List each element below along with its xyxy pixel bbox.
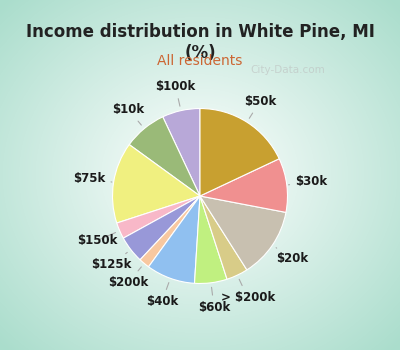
Wedge shape — [163, 108, 200, 196]
Text: $30k: $30k — [288, 175, 327, 188]
Text: $50k: $50k — [244, 95, 276, 118]
Text: $40k: $40k — [146, 282, 178, 308]
Text: $75k: $75k — [73, 172, 112, 185]
Wedge shape — [200, 196, 247, 279]
Wedge shape — [194, 196, 227, 284]
Wedge shape — [112, 145, 200, 223]
Wedge shape — [140, 196, 200, 267]
Text: All residents: All residents — [157, 54, 243, 68]
Text: $10k: $10k — [112, 103, 145, 125]
Text: $100k: $100k — [156, 80, 196, 106]
Wedge shape — [200, 196, 286, 270]
Text: $125k: $125k — [91, 252, 132, 271]
Wedge shape — [117, 196, 200, 238]
Wedge shape — [200, 159, 288, 212]
Text: Income distribution in White Pine, MI
(%): Income distribution in White Pine, MI (%… — [26, 23, 374, 62]
Text: $200k: $200k — [108, 267, 149, 289]
Wedge shape — [123, 196, 200, 260]
Wedge shape — [129, 117, 200, 196]
Text: City-Data.com: City-Data.com — [251, 65, 325, 75]
Text: $150k: $150k — [77, 232, 117, 247]
Text: $60k: $60k — [198, 287, 230, 314]
Wedge shape — [200, 108, 279, 196]
Wedge shape — [148, 196, 200, 284]
Text: > $200k: > $200k — [220, 279, 275, 304]
Text: $20k: $20k — [276, 248, 309, 265]
